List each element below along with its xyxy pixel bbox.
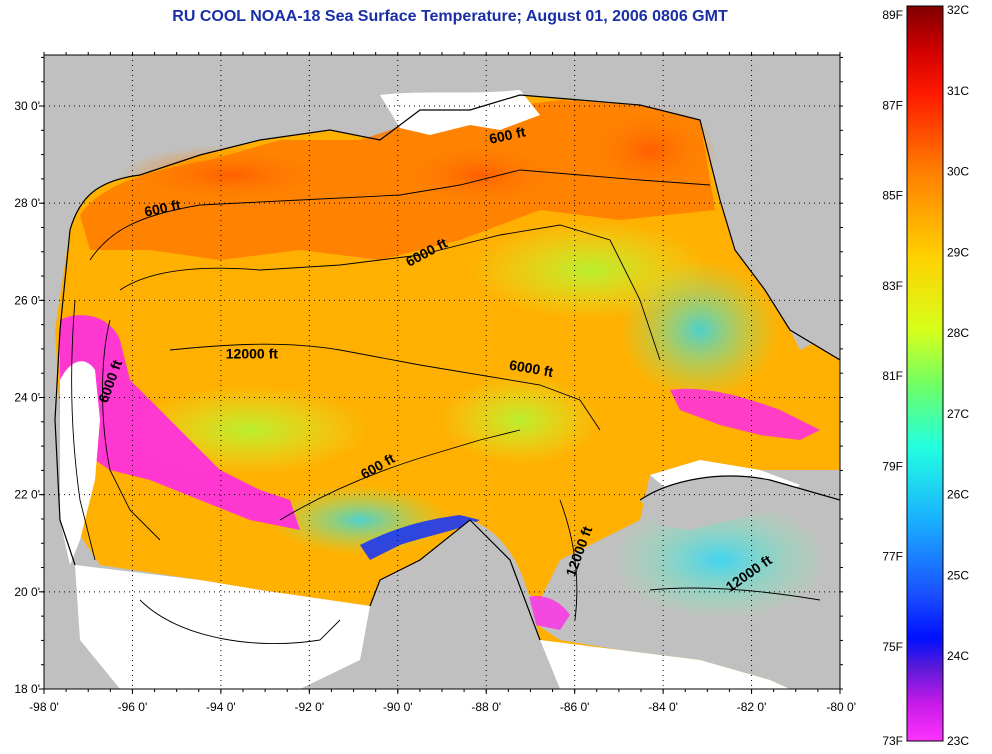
latitude-axis: 30 0' 28 0' 26 0' 24 0' 22 0' 20 0' 18 0' [14,56,843,696]
colorbar-c-label: 32C [947,3,969,17]
lon-tick-label: -98 0' [29,700,59,714]
coastline-yucatan [369,519,541,641]
mixed-region-loop [440,375,600,465]
colorbar-f-label: 85F [882,189,903,203]
lon-tick-label: -80 0' [826,700,856,714]
colorbar-f-label: 87F [882,98,903,112]
florida-land [700,55,840,350]
lon-tick-label: -92 0' [295,700,325,714]
colorbar-c-label: 24C [947,649,969,663]
lon-tick-label: -86 0' [560,700,590,714]
colorbar: 89F 87F 85F 83F 81F 79F 77F 75F 73F 32C 31C 30C 29C… [882,3,969,748]
lat-tick-label: 20 0' [14,585,40,599]
contour-6000ft-north [119,224,661,361]
colorbar-c-label: 23C [947,734,969,748]
colorbar-f-label: 75F [882,640,903,654]
contour-label: 600 ft [143,196,182,219]
colorbar-c-label: 28C [947,326,969,340]
contour-600ft-west [71,299,96,561]
lon-tick-label: -94 0' [206,700,236,714]
lat-tick-label: 18 0' [14,682,40,696]
colorbar-c-label: 30C [947,165,969,179]
lat-tick-label: 30 0' [14,99,40,113]
contour-inner-campeche [139,599,341,644]
lat-tick-label: 24 0' [14,391,40,405]
coastline-west [54,229,76,566]
colorbar-f-label: 83F [882,279,903,293]
colorbar-gradient [906,5,944,742]
colorbar-f-label: 73F [882,734,903,748]
colorbar-f-label: 89F [882,8,903,22]
colorbar-f-label: 77F [882,550,903,564]
colorbar-c-label: 25C [947,568,969,582]
cloud-contamination-florida [670,388,820,440]
colorbar-f-label: 79F [882,459,903,473]
contour-12000ft-central [169,343,601,431]
cold-upwelling-campeche [360,515,480,560]
coastline-north [69,94,840,361]
contour-600ft-north [89,169,711,261]
no-data-campeche-land [75,565,370,689]
no-data-cuba-south [540,640,790,689]
lon-tick-label: -96 0' [118,700,148,714]
longitude-axis: -98 0' -96 0' -94 0' -92 0' -90 0' -88 0' -86 … [29,52,856,714]
contour-6000ft-west [102,319,161,541]
cool-region-campeche [270,485,450,555]
cool-region-caribbean [610,500,830,620]
cloud-contamination-west [60,315,300,530]
cuba-land [640,476,840,530]
coastlines [54,94,840,641]
colorbar-fahrenheit-labels: 89F 87F 85F 83F 81F 79F 77F 75F 73F [882,8,903,748]
coastline-cuba [639,475,840,501]
contour-12000ft-caribbean [649,587,821,601]
map-title: RU COOL NOAA-18 Sea Surface Temperature;… [172,8,728,25]
lon-tick-label: -88 0' [471,700,501,714]
contour-600ft-campeche [279,429,521,521]
lat-tick-label: 26 0' [14,293,40,307]
cool-region-florida-shelf [620,260,780,400]
lon-tick-label: -84 0' [648,700,678,714]
contour-label: 600 ft [488,123,527,146]
lat-tick-label: 28 0' [14,196,40,210]
colorbar-c-label: 26C [947,488,969,502]
lat-tick-label: 22 0' [14,488,40,502]
contour-label: 6000 ft [508,357,555,381]
warm-eddy-west [120,145,340,205]
colorbar-c-label: 29C [947,245,969,259]
no-data-west-coast [60,361,100,565]
lon-tick-label: -90 0' [383,700,413,714]
colorbar-f-label: 81F [882,369,903,383]
colorbar-c-label: 31C [947,84,969,98]
colorbar-c-label: 27C [947,407,969,421]
warm-eddy-east [580,105,720,195]
bathymetry-contours [71,169,821,644]
warm-eddy-central [390,140,570,210]
colorbar-celsius-labels: 32C 31C 30C 29C 28C 27C 26C 25C 24C 23C [947,3,969,748]
yucatan-land [380,520,560,689]
contour-label: 12000 ft [226,346,278,362]
cloud-contamination-cuba [520,595,570,630]
graticule [44,55,840,689]
lon-tick-label: -82 0' [737,700,767,714]
